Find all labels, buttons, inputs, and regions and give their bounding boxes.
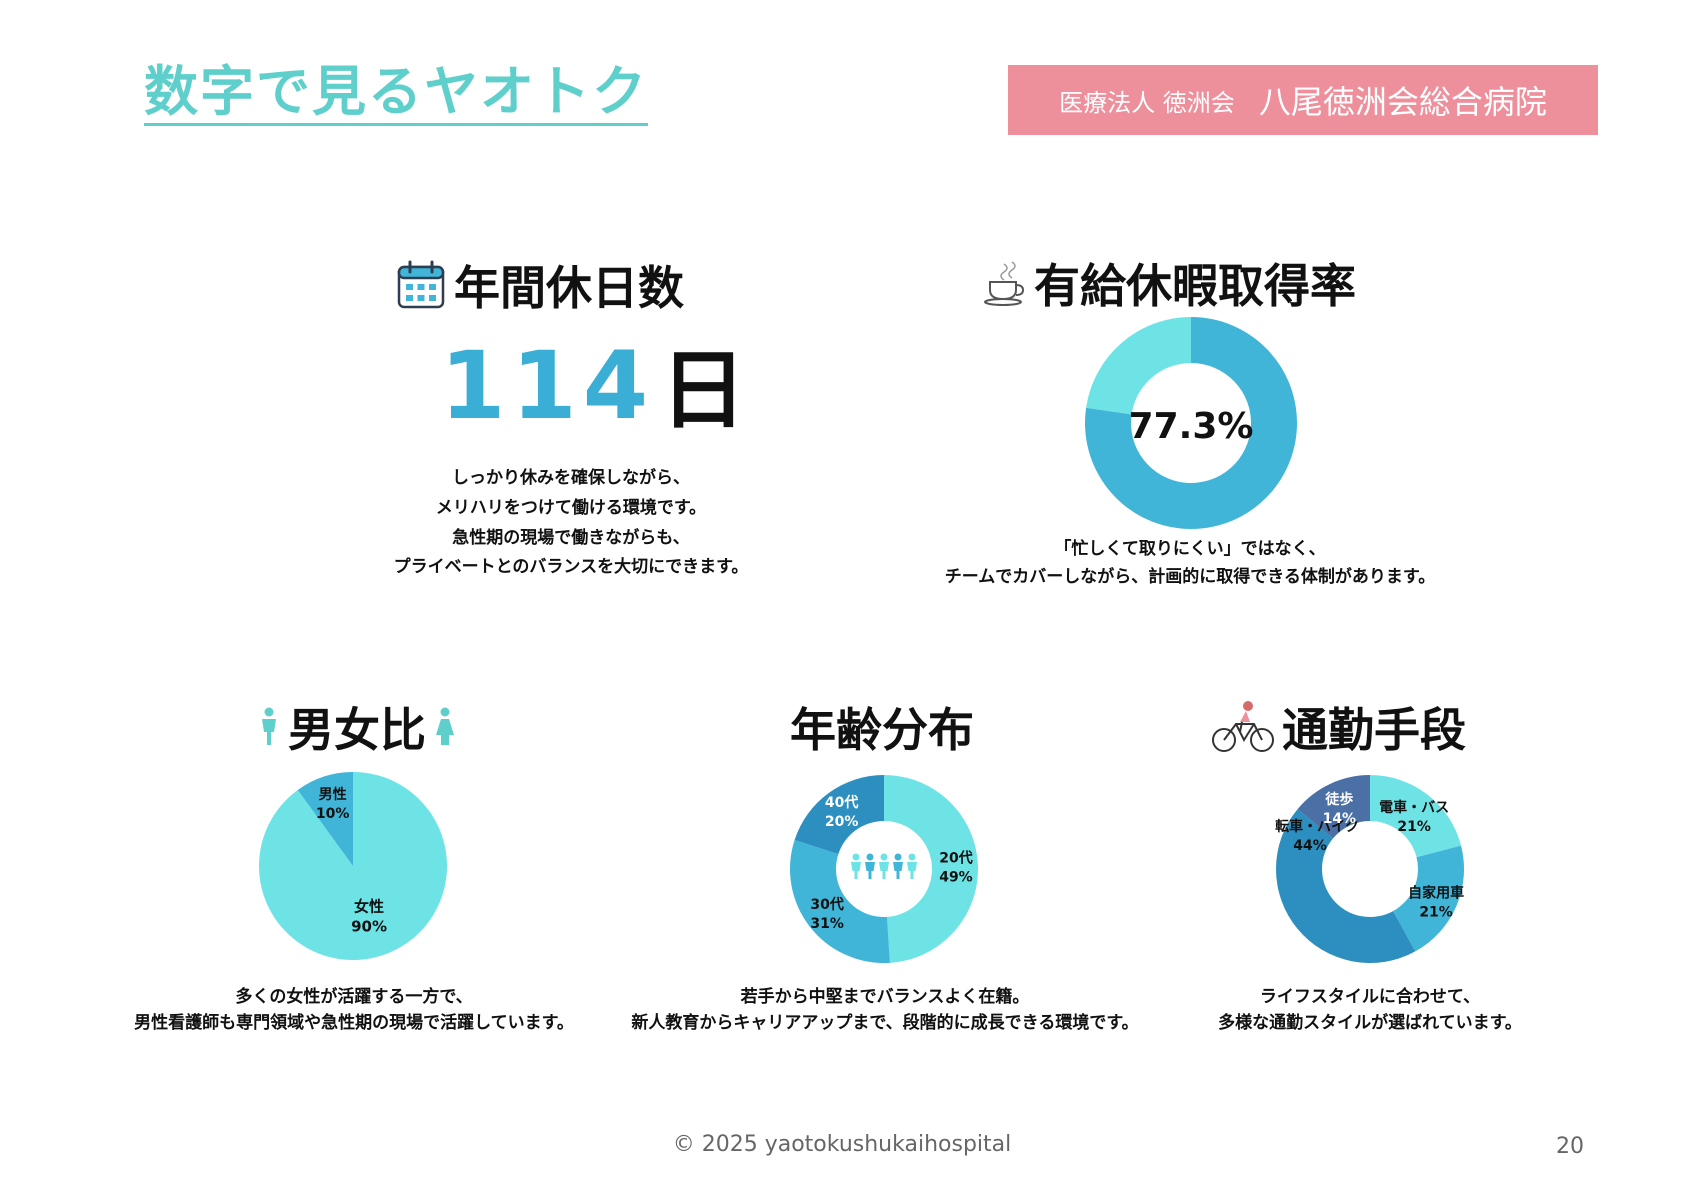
age-donut-labels: 20代 49% 30代 31% 40代 20% [810,794,972,932]
commute-title-row: 通勤手段 [1212,694,1466,760]
female-person-icon [436,707,454,745]
gender-title: 男女比 [288,703,426,757]
holidays-desc-line: メリハリをつけて働ける環境です。 [435,497,707,518]
commute-labels-text: 44% [1293,838,1327,854]
age-labels-text: 20代 [939,850,972,867]
calendar-icon [397,260,445,309]
gender-desc-line: 男性看護師も専門領域や急性期の現場で活躍しています。 [134,1013,574,1034]
age-donut-slice-0 [884,775,978,963]
commute-title: 通勤手段 [1282,703,1466,757]
gender-labels-text: 男性 [319,786,347,803]
org-prefix: 医療法人 徳洲会 [1059,88,1235,117]
gender-desc-line: 多くの女性が活躍する一方で、 [235,987,473,1007]
leave-desc-line: 「忙しくて取りにくい」ではなく、 [1054,539,1326,559]
gender-labels-text: 女性 [354,897,384,915]
age-labels-text: 20% [825,814,859,830]
gender-pie-slice-1 [297,772,353,866]
age-title: 年齢分布 [790,703,974,757]
gender-pie-slices [259,772,447,960]
org-name: 八尾徳洲会総合病院 [1258,83,1547,121]
gender-pie-chart: 女性 90% 男性 10% [259,772,447,960]
holidays-value: 114 日 [440,332,747,441]
commute-desc-line: ライフスタイルに合わせて、 [1259,987,1481,1007]
commute-labels-text: 自家用車 [1408,885,1464,902]
age-labels-text: 30代 [810,896,843,913]
org-banner: 医療法人 徳洲会 八尾徳洲会総合病院 [1008,65,1598,135]
leave-donut-chart: 77.3% [1085,317,1297,529]
age-labels-text: 40代 [825,794,858,811]
commute-donut-slice-2 [1276,809,1416,963]
age-labels-text: 49% [939,870,973,886]
commute-labels-text: 自転車・バイク [1274,818,1359,835]
holidays-unit: 日 [660,341,747,441]
holidays-desc-line: しっかり休みを確保しながら、 [452,468,690,488]
commute-labels-text: 21% [1419,905,1453,921]
gender-pie-labels: 女性 90% 男性 10% [316,786,387,935]
commute-donut-slice-3 [1297,775,1370,839]
holidays-title: 年間休日数 [454,261,684,315]
commute-labels-text: 14% [1323,811,1357,827]
commute-donut-chart: 電車・バス 21% 自家用車 21% 自転車・バイク 44% 徒歩 14% [1274,775,1464,963]
age-title-row: 年齢分布 [790,694,974,760]
commute-labels-text: 電車・バス [1379,799,1449,816]
gender-labels-text: 10% [316,806,350,822]
age-donut-slices [790,775,978,963]
leave-donut-slice-0 [1085,317,1297,529]
copyright: © 2025 yaotokushukaihospital [672,1132,1012,1157]
page-number: 20 [1556,1134,1584,1159]
people-group-icon [851,853,917,879]
holidays-desc-line: 急性期の現場で働きながらも、 [452,527,690,548]
age-donut-chart: 20代 49% 30代 31% 40代 20% [790,775,978,963]
commute-labels-text: 徒歩 [1324,791,1353,808]
holidays-description: しっかり休みを確保しながら、 メリハリをつけて働ける環境です。 急性期の現場で働… [331,464,811,583]
leave-title-row: 有給休暇取得率 [982,250,1356,316]
leave-donut-slice-1 [1086,317,1191,415]
holidays-desc-line: プライベートとのバランスを大切にできます。 [393,557,749,578]
commute-donut-slices [1276,775,1464,963]
commute-desc-line: 多様な通勤スタイルが選ばれています。 [1218,1013,1522,1034]
age-donut-slice-2 [794,775,884,855]
gender-description: 多くの女性が活躍する一方で、 男性看護師も専門領域や急性期の現場で活躍しています… [106,984,602,1037]
commute-labels-text: 21% [1397,819,1431,835]
gender-labels-text: 90% [351,917,387,935]
holidays-title-row: 年間休日数 [396,252,684,318]
commute-donut-slice-0 [1370,775,1462,858]
age-description: 若手から中堅までバランスよく在籍。 新人教育からキャリアアップまで、段階的に成長… [600,984,1170,1037]
page-title: 数字で見るヤオトク [144,62,648,127]
coffee-cup-icon [984,261,1025,306]
holidays-number: 114 [440,332,655,441]
age-desc-line: 若手から中堅までバランスよく在籍。 [740,987,1030,1007]
leave-rate-label: 77.3% [1129,406,1254,447]
commute-donut-labels: 電車・バス 21% 自家用車 21% 自転車・バイク 44% 徒歩 14% [1274,791,1464,921]
age-labels-text: 31% [810,916,844,932]
age-donut-slice-1 [790,839,890,963]
leave-title: 有給休暇取得率 [1034,259,1356,313]
gender-title-row: 男女比 [258,694,456,760]
bicycle-rider-icon [1212,701,1274,752]
leave-description: 「忙しくて取りにくい」ではなく、 チームでカバーしながら、計画的に取得できる体制… [900,535,1480,591]
leave-donut-slices [1085,317,1297,529]
commute-description: ライフスタイルに合わせて、 多様な通勤スタイルが選ばれています。 [1170,984,1570,1037]
commute-donut-slice-1 [1393,845,1464,952]
male-person-icon [262,707,276,745]
leave-desc-line: チームでカバーしながら、計画的に取得できる体制があります。 [944,567,1436,588]
age-desc-line: 新人教育からキャリアアップまで、段階的に成長できる環境です。 [631,1013,1139,1034]
